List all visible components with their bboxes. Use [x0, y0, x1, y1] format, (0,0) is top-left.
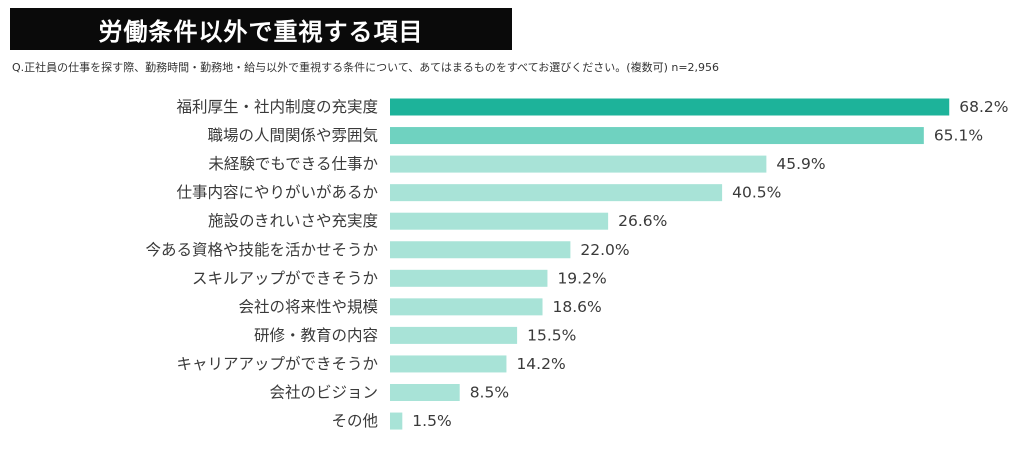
category-label: その他: [331, 412, 378, 430]
value-label: 19.2%: [557, 269, 606, 287]
survey-question: Q.正社員の仕事を探す際、勤務時間・勤務地・給与以外で重視する条件について、あて…: [12, 61, 720, 74]
category-label: 会社の将来性や規模: [238, 298, 378, 316]
bar: [390, 384, 460, 401]
bar: [390, 355, 507, 373]
category-label: 研修・教育の内容: [254, 326, 378, 344]
chart-title-bar: 労働条件以外で重視する項目: [10, 8, 512, 50]
value-label: 22.0%: [580, 241, 629, 259]
bar: [390, 298, 543, 316]
category-label: スキルアップができそうか: [192, 269, 378, 287]
value-label: 8.5%: [470, 384, 509, 402]
value-label: 40.5%: [732, 184, 781, 202]
category-label: 施設のきれいさや充実度: [208, 212, 378, 230]
bar: [390, 269, 548, 287]
category-label: 職場の人間関係や雰囲気: [207, 127, 378, 145]
category-label: 仕事内容にやりがいがあるか: [176, 184, 378, 202]
bar: [390, 98, 950, 116]
value-label: 45.9%: [776, 155, 825, 173]
value-label: 68.2%: [959, 98, 1008, 116]
bar: [390, 127, 924, 145]
bar: [390, 412, 403, 430]
value-label: 14.2%: [516, 355, 565, 373]
value-label: 1.5%: [412, 412, 451, 430]
chart-title: 労働条件以外で重視する項目: [98, 17, 424, 46]
value-label: 26.6%: [618, 212, 667, 230]
category-label: 福利厚生・社内制度の充実度: [176, 98, 378, 116]
category-label: 今ある資格や技能を活かせそうか: [145, 241, 378, 259]
category-label: 未経験でもできる仕事か: [208, 155, 378, 173]
bar: [390, 326, 518, 344]
value-label: 15.5%: [527, 326, 576, 344]
bar: [390, 212, 609, 230]
category-label: 会社のビジョン: [269, 384, 378, 402]
category-label: キャリアアップができそうか: [176, 355, 378, 373]
bar: [390, 241, 571, 259]
bar: [390, 184, 723, 202]
bar: [390, 155, 767, 173]
value-label: 65.1%: [934, 127, 983, 145]
value-label: 18.6%: [553, 298, 602, 316]
